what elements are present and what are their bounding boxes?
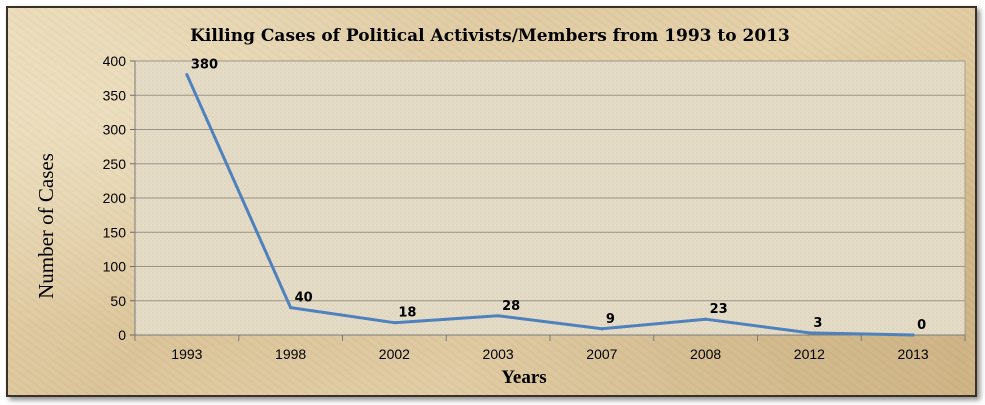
data-label: 18 [398,306,416,321]
y-tick-label: 350 [103,87,127,103]
data-point [911,333,915,337]
x-tick-label: 2003 [483,346,514,362]
y-tick-label: 100 [103,259,127,275]
chart-title: Killing Cases of Political Activists/Mem… [190,26,790,46]
y-tick-label: 250 [103,156,127,172]
data-label: 23 [710,302,728,317]
data-label: 3 [813,316,822,331]
data-point [392,321,396,325]
x-tick-label: 1993 [171,346,202,362]
y-tick-label: 200 [103,190,127,206]
grid-lines [130,60,965,336]
y-tick-label: 50 [110,293,126,309]
data-point [185,73,189,77]
data-label: 380 [191,58,218,73]
data-label: 9 [606,312,615,327]
series-line-group [185,73,915,337]
x-tick-label: 2008 [690,346,721,362]
x-tick-label: 2013 [898,346,929,362]
x-tick-label: 1998 [275,346,306,362]
data-point [289,306,293,310]
y-tick-label: 150 [103,224,127,240]
series-line [185,73,915,337]
x-tick-label: 2002 [379,346,410,362]
data-label: 40 [295,291,313,306]
x-tick-label: 2012 [794,346,825,362]
data-labels: 380 40 18 28 9 23 3 0 [191,58,926,333]
y-axis-title: Number of Cases [34,153,58,299]
data-point [704,317,708,321]
data-label: 28 [502,299,520,314]
y-tick-label: 400 [103,53,127,69]
data-label: 0 [917,318,926,333]
x-axis-title: Years [501,367,546,388]
x-tick-label: 2007 [586,346,617,362]
y-tick-label: 0 [118,327,126,343]
y-tick-label: 300 [103,122,127,138]
data-point [496,314,500,318]
y-tick-labels: 0 50 100 150 200 250 300 350 400 [103,53,127,343]
data-point [600,327,604,331]
x-tick-labels: 1993 1998 2002 2003 2007 2008 2012 2013 [171,346,929,362]
data-point [807,331,811,335]
axes [134,61,966,341]
